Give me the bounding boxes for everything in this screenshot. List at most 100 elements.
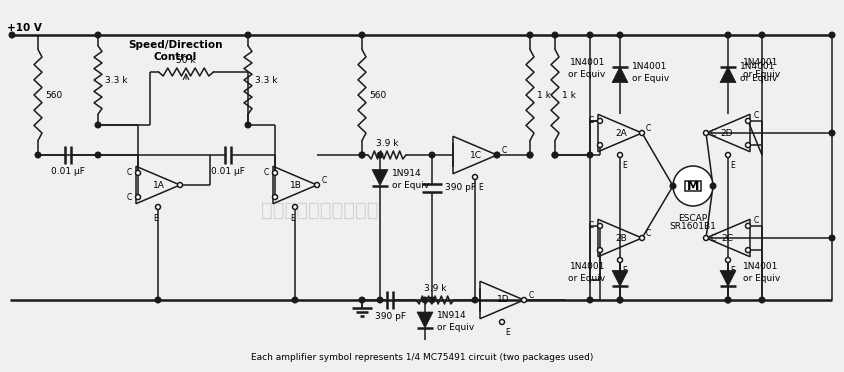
Text: +10 V: +10 V	[7, 23, 42, 33]
Text: Control: Control	[154, 52, 197, 62]
Text: 560: 560	[369, 90, 387, 99]
Text: 3.9 k: 3.9 k	[424, 284, 446, 293]
Text: or Equiv: or Equiv	[437, 324, 474, 333]
Circle shape	[552, 152, 558, 158]
Text: 560: 560	[45, 90, 62, 99]
Circle shape	[745, 118, 750, 124]
Circle shape	[422, 297, 428, 303]
Text: C: C	[322, 176, 327, 185]
Circle shape	[9, 32, 15, 38]
Text: SR1601B1: SR1601B1	[669, 222, 717, 231]
Circle shape	[472, 297, 478, 303]
Text: C: C	[711, 234, 717, 243]
Circle shape	[528, 152, 533, 158]
Text: C: C	[127, 193, 132, 202]
Circle shape	[155, 205, 160, 209]
Text: 2B: 2B	[615, 234, 627, 243]
Circle shape	[95, 122, 100, 128]
Circle shape	[315, 183, 320, 187]
Text: or Equiv: or Equiv	[743, 274, 780, 283]
Circle shape	[430, 152, 435, 158]
Circle shape	[246, 32, 251, 38]
Polygon shape	[612, 270, 628, 286]
Circle shape	[360, 32, 365, 38]
Circle shape	[273, 195, 278, 200]
Circle shape	[293, 205, 297, 209]
Text: E: E	[730, 266, 735, 275]
Circle shape	[725, 32, 731, 38]
Circle shape	[377, 152, 383, 158]
Circle shape	[136, 195, 140, 200]
Text: 1A: 1A	[153, 180, 165, 189]
Text: 1 k: 1 k	[537, 90, 551, 99]
Text: 2C: 2C	[721, 234, 733, 243]
Text: Speed/Direction: Speed/Direction	[127, 40, 222, 50]
Text: E: E	[622, 161, 627, 170]
Circle shape	[95, 152, 100, 158]
Text: Each amplifier symbol represents 1/4 MC75491 circuit (two packages used): Each amplifier symbol represents 1/4 MC7…	[251, 353, 593, 362]
Text: 苏州特睷科技有限公司: 苏州特睷科技有限公司	[262, 201, 379, 219]
Text: E: E	[622, 266, 627, 275]
Text: 1N4001: 1N4001	[740, 62, 776, 71]
Circle shape	[829, 32, 835, 38]
Circle shape	[587, 297, 592, 303]
Circle shape	[710, 183, 716, 189]
Bar	[685, 181, 701, 191]
Text: E: E	[505, 328, 510, 337]
Circle shape	[177, 183, 182, 187]
Text: C: C	[127, 169, 132, 177]
Text: 2D: 2D	[721, 128, 733, 138]
Text: 1N4001: 1N4001	[570, 262, 605, 271]
Polygon shape	[720, 67, 736, 83]
Polygon shape	[720, 270, 736, 286]
Text: C: C	[264, 169, 269, 177]
Circle shape	[598, 248, 603, 253]
Circle shape	[726, 257, 731, 263]
Circle shape	[35, 152, 41, 158]
Text: or Equiv: or Equiv	[743, 70, 780, 79]
Circle shape	[760, 32, 765, 38]
Text: or Equiv: or Equiv	[568, 274, 605, 283]
Text: ESCAP: ESCAP	[679, 214, 707, 223]
Polygon shape	[372, 170, 388, 186]
Circle shape	[598, 224, 603, 228]
Circle shape	[95, 32, 100, 38]
Text: or Equiv: or Equiv	[740, 74, 777, 83]
Circle shape	[522, 298, 527, 302]
Text: 0.01 μF: 0.01 μF	[51, 167, 85, 176]
Circle shape	[495, 153, 500, 157]
Text: M: M	[687, 180, 699, 192]
Circle shape	[617, 297, 623, 303]
Circle shape	[155, 297, 161, 303]
Circle shape	[725, 297, 731, 303]
Text: C: C	[711, 128, 717, 138]
Text: 1C: 1C	[470, 151, 482, 160]
Text: 1N4001: 1N4001	[743, 58, 778, 67]
Circle shape	[598, 118, 603, 124]
Circle shape	[704, 235, 708, 241]
Text: 2A: 2A	[615, 128, 627, 138]
Circle shape	[704, 131, 708, 135]
Text: 1N914: 1N914	[392, 169, 422, 178]
Circle shape	[640, 131, 645, 135]
Text: 1N914: 1N914	[437, 311, 467, 321]
Polygon shape	[417, 312, 433, 328]
Text: E: E	[290, 214, 295, 223]
Text: 3.3 k: 3.3 k	[255, 76, 278, 84]
Text: or Equiv: or Equiv	[392, 181, 430, 190]
Text: or Equiv: or Equiv	[632, 74, 669, 83]
Text: 3.3 k: 3.3 k	[105, 76, 127, 84]
Circle shape	[617, 32, 623, 38]
Text: 390 pF: 390 pF	[375, 312, 405, 321]
Circle shape	[745, 142, 750, 148]
Text: 0.01 μF: 0.01 μF	[211, 167, 245, 176]
Circle shape	[617, 297, 623, 303]
Circle shape	[552, 32, 558, 38]
Text: or Equiv: or Equiv	[568, 70, 605, 79]
Circle shape	[829, 130, 835, 136]
Text: C: C	[754, 217, 760, 225]
Text: C: C	[646, 124, 652, 132]
Text: 1N4001: 1N4001	[743, 262, 778, 271]
Text: E: E	[478, 183, 483, 192]
Circle shape	[587, 32, 592, 38]
